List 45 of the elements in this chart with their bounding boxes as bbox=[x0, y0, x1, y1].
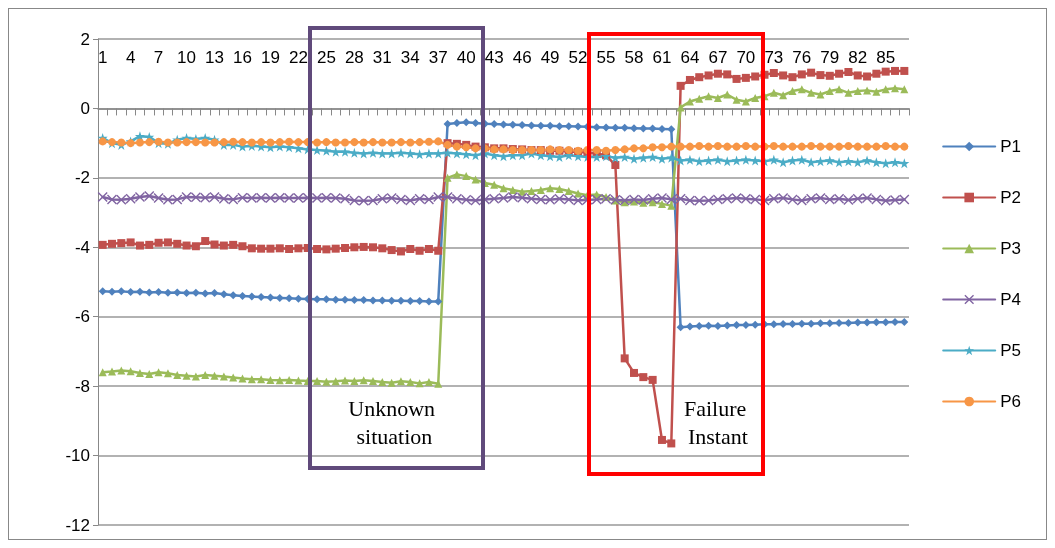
y-tick-label: -2 bbox=[74, 168, 90, 188]
x-tick-label: 67 bbox=[708, 48, 728, 68]
annotation: Failure Instant bbox=[683, 396, 752, 450]
x-tick-label: 43 bbox=[484, 48, 504, 68]
y-tick-label: -6 bbox=[74, 307, 90, 327]
x-tick-label: 1 bbox=[97, 48, 108, 68]
y-tick-label: 2 bbox=[80, 29, 90, 49]
x-tick-label: 34 bbox=[400, 48, 420, 68]
y-tick-label: 0 bbox=[80, 98, 90, 118]
y-tick-label: -8 bbox=[74, 376, 90, 396]
x-tick-label: 7 bbox=[153, 48, 164, 68]
x-tick-label: 76 bbox=[792, 48, 812, 68]
x-tick-label: 10 bbox=[177, 48, 197, 68]
x-tick-label: 70 bbox=[736, 48, 756, 68]
x-tick-label: 82 bbox=[848, 48, 868, 68]
y-tick-label: -12 bbox=[65, 515, 90, 535]
x-tick-label: 79 bbox=[820, 48, 840, 68]
x-tick-label: 46 bbox=[512, 48, 532, 68]
x-tick-label: 13 bbox=[205, 48, 224, 68]
annotation: Unknown situation bbox=[348, 396, 436, 450]
y-tick-label: -4 bbox=[74, 237, 90, 257]
x-tick-label: 31 bbox=[372, 48, 392, 68]
x-tick-label: 4 bbox=[125, 48, 136, 68]
legend-label: P2 bbox=[1000, 188, 1021, 207]
x-tick-label: 37 bbox=[428, 48, 448, 68]
legend-label: P5 bbox=[1000, 341, 1021, 360]
x-tick-label: 49 bbox=[540, 48, 560, 68]
x-tick-label: 52 bbox=[568, 48, 588, 68]
x-tick-label: 40 bbox=[456, 48, 476, 68]
x-tick-label: 73 bbox=[764, 48, 784, 68]
legend-label: P4 bbox=[1000, 290, 1021, 309]
x-tick-label: 58 bbox=[624, 48, 644, 68]
x-tick-label: 85 bbox=[876, 48, 896, 68]
legend-label: P3 bbox=[1000, 239, 1021, 258]
x-tick-label: 61 bbox=[652, 48, 672, 68]
x-tick-label: 64 bbox=[680, 48, 700, 68]
y-tick-label: -10 bbox=[65, 446, 90, 466]
x-tick-label: 22 bbox=[288, 48, 308, 68]
legend-label: P6 bbox=[1000, 392, 1021, 411]
x-tick-label: 16 bbox=[233, 48, 252, 68]
x-tick-label: 55 bbox=[596, 48, 616, 68]
legend-label: P1 bbox=[1000, 137, 1021, 156]
x-tick-label: 28 bbox=[344, 48, 364, 68]
x-tick-label: 19 bbox=[260, 48, 280, 68]
x-tick-label: 25 bbox=[316, 48, 336, 68]
